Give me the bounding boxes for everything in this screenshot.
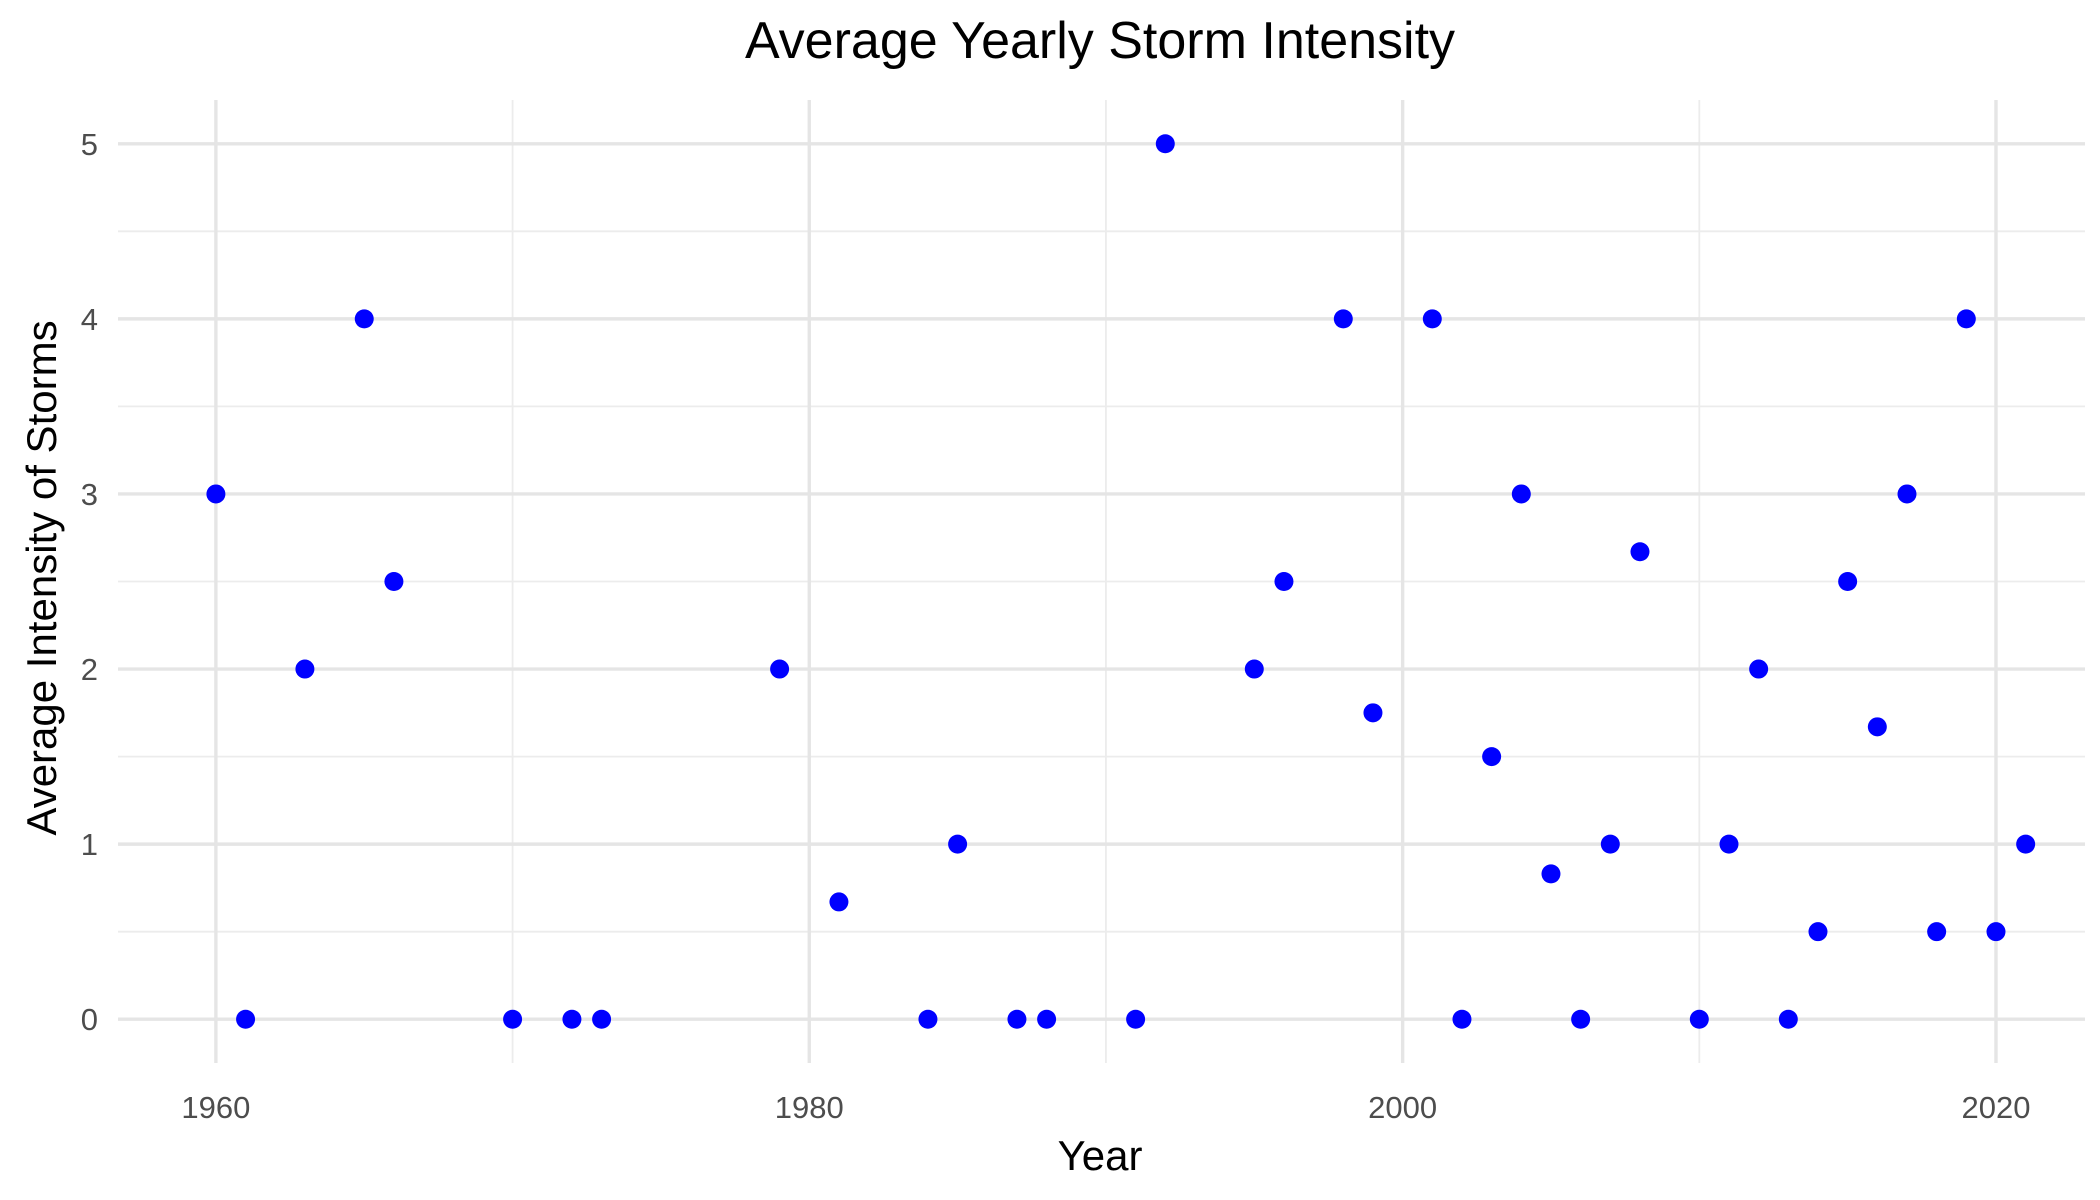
y-tick-label: 1 (81, 827, 98, 862)
y-tick-label: 0 (81, 1002, 98, 1037)
data-point (236, 1009, 256, 1029)
x-axis-tick-labels: 1960 1980 2000 2020 (181, 1090, 2030, 1125)
data-point (1867, 717, 1887, 737)
data-point (1838, 572, 1858, 591)
data-point (1155, 134, 1175, 154)
data-point (592, 1009, 612, 1029)
data-point (1422, 309, 1442, 329)
data-point (770, 659, 790, 679)
x-tick-label: 2000 (1368, 1090, 1437, 1125)
x-tick-label: 1960 (181, 1090, 250, 1125)
data-point (948, 834, 968, 854)
data-point (1244, 659, 1264, 679)
data-point (1482, 747, 1502, 767)
grid-layer (118, 100, 2085, 1063)
data-point (1007, 1009, 1027, 1029)
data-point (829, 892, 849, 912)
y-axis-tick-labels: 0 1 2 3 4 5 (81, 127, 98, 1037)
data-point (1927, 922, 1947, 942)
y-tick-label: 5 (81, 127, 98, 162)
data-point (1363, 703, 1383, 723)
data-point (503, 1009, 523, 1029)
points-layer (206, 134, 2036, 1029)
data-point (2016, 834, 2036, 854)
data-point (562, 1009, 582, 1029)
data-point (354, 309, 374, 329)
data-point (384, 572, 404, 591)
data-point (1541, 864, 1561, 884)
data-point (1956, 309, 1976, 329)
data-point (295, 659, 315, 679)
y-tick-label: 4 (81, 302, 98, 337)
y-tick-label: 2 (81, 652, 98, 687)
data-point (1571, 1009, 1591, 1029)
data-point (1808, 922, 1828, 942)
data-point (918, 1009, 938, 1029)
chart-title: Average Yearly Storm Intensity (745, 12, 1455, 70)
data-point (1333, 309, 1353, 329)
data-point (1037, 1009, 1057, 1029)
data-point (1630, 542, 1650, 562)
data-point (1986, 922, 2006, 942)
data-point (1719, 834, 1739, 854)
x-tick-label: 1980 (775, 1090, 844, 1125)
x-axis-title: Year (1058, 1132, 1143, 1179)
data-point (1511, 484, 1531, 504)
data-point (1600, 834, 1620, 854)
data-point (1126, 1009, 1146, 1029)
y-axis-title: Average Intensity of Storms (18, 320, 65, 835)
x-tick-label: 2020 (1962, 1090, 2031, 1125)
data-point (1749, 659, 1769, 679)
data-point (1897, 484, 1917, 504)
data-point (1452, 1009, 1472, 1029)
data-point (1274, 572, 1294, 591)
data-point (1689, 1009, 1709, 1029)
y-tick-label: 3 (81, 477, 98, 512)
data-point (206, 484, 226, 504)
data-point (1778, 1009, 1798, 1029)
